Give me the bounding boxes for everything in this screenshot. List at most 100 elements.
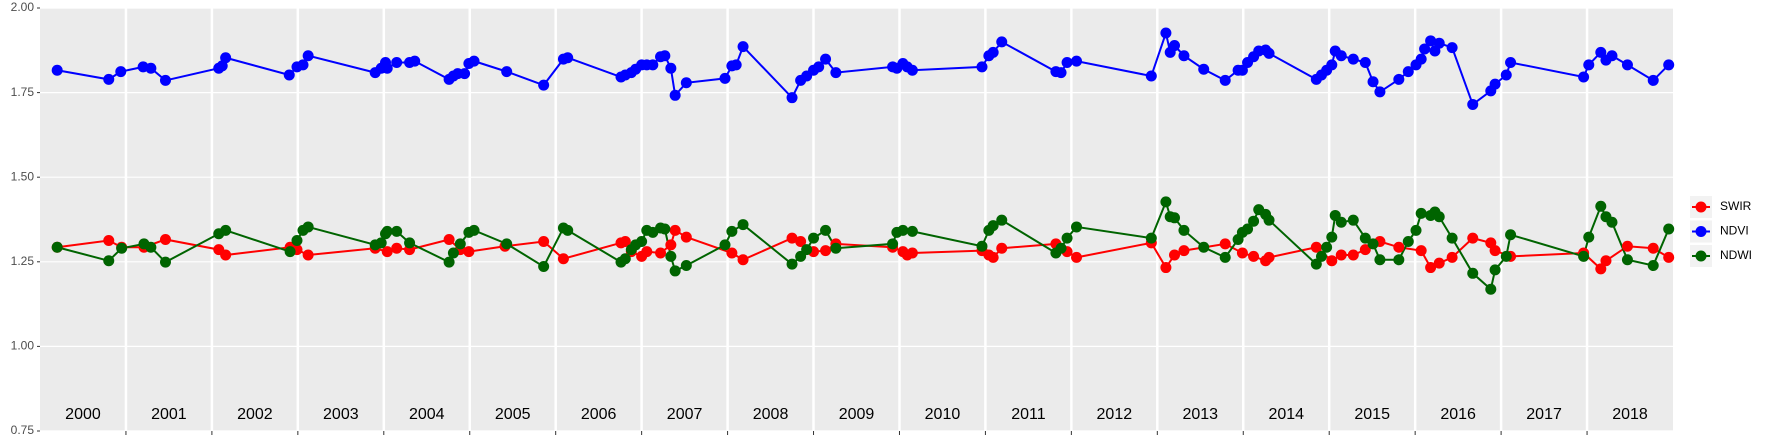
point [1055,242,1067,254]
y-tick-label: 2.00 [11,0,35,14]
point [1446,251,1458,263]
point [669,224,681,236]
year-label: 2008 [753,406,789,423]
year-label: 2015 [1354,406,1390,423]
point [1236,247,1248,259]
point [1402,66,1414,78]
point [1359,244,1371,256]
point [996,36,1008,48]
point [996,214,1008,226]
point [887,238,899,250]
point [103,234,115,246]
y-tick-label: 1.75 [11,85,35,99]
point [557,253,569,265]
point [786,258,798,270]
point [1071,55,1083,67]
year-label: 2011 [1011,406,1046,423]
point [1263,47,1275,59]
point [1145,232,1157,244]
point [1359,56,1371,68]
point [655,247,667,259]
point [987,251,999,263]
point [1374,86,1386,98]
point [1178,50,1190,62]
point [220,52,232,64]
point [1263,251,1275,263]
point [1415,245,1427,257]
legend-label: NDVI [1720,224,1749,238]
point [820,53,832,65]
point [145,62,157,74]
point [1326,255,1338,267]
y-tick-label: 1.00 [11,339,35,353]
point [1425,35,1437,47]
point [391,225,403,237]
point [1621,240,1633,252]
point [730,59,742,71]
year-label: 2003 [323,406,359,423]
point [1433,257,1445,269]
point [1242,223,1254,235]
point [51,241,63,253]
point [1335,249,1347,261]
point [1415,53,1427,65]
point [1578,71,1590,83]
point [1169,40,1181,52]
point [1061,232,1073,244]
y-tick-label: 1.50 [11,169,35,183]
year-label: 2001 [151,406,187,423]
point [1061,56,1073,68]
point [1489,245,1501,257]
point [1263,214,1275,226]
point [786,232,798,244]
point [159,74,171,86]
point [1347,214,1359,226]
point [1071,221,1083,233]
point [447,247,459,259]
point [1500,69,1512,81]
point [1160,27,1172,39]
point [1467,267,1479,279]
point [562,224,574,236]
point [220,224,232,236]
point [409,55,421,67]
point [987,46,999,58]
year-label: 2000 [65,406,101,423]
point [103,73,115,85]
point [665,250,677,262]
point [1583,231,1595,243]
point [680,77,692,89]
point [1600,255,1612,267]
year-label: 2018 [1612,406,1648,423]
point [1367,238,1379,250]
point [1310,258,1322,270]
point [1310,241,1322,253]
point [375,237,387,249]
legend-label: SWIR [1720,199,1752,213]
point [391,56,403,68]
point [1647,260,1659,272]
point [115,66,127,78]
point [1367,76,1379,88]
point [1393,241,1405,253]
point [381,225,393,237]
point [1663,223,1675,235]
point [501,66,513,78]
year-label: 2012 [1097,406,1133,423]
point [996,242,1008,254]
point [1663,251,1675,263]
point [813,61,825,73]
point [1347,249,1359,261]
point [463,246,475,258]
y-tick-label: 0.75 [11,423,35,437]
point [1467,98,1479,110]
point [647,59,659,71]
point [1489,78,1501,90]
point [820,245,832,257]
point [976,61,988,73]
point [538,235,550,247]
point [1647,74,1659,86]
point [381,246,393,258]
point [501,238,513,250]
point [906,225,918,237]
